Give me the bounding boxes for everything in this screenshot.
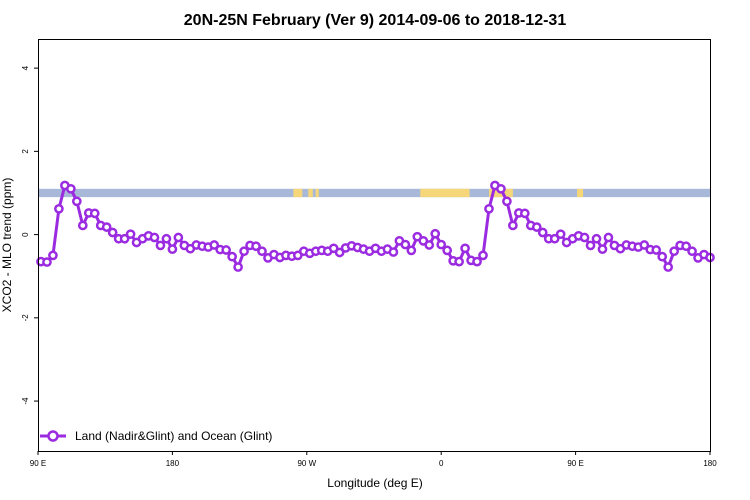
data-point <box>125 229 136 240</box>
chart-title: 20N-25N February (Ver 9) 2014-09-06 to 2… <box>184 12 567 29</box>
data-point <box>161 233 172 244</box>
data-point <box>77 220 88 231</box>
data-point <box>519 208 530 219</box>
data-point <box>167 244 178 255</box>
data-point <box>460 243 470 254</box>
data-point <box>424 240 435 250</box>
y-axis: -4 -2 0 2 4 <box>21 65 38 405</box>
data-point <box>101 222 112 232</box>
plot-area <box>36 180 715 272</box>
data-point <box>119 233 130 244</box>
land-segment <box>420 188 470 198</box>
y-axis-label: XCO2 - MLO trend (ppm) <box>0 178 14 313</box>
x-tick-label: 0 <box>439 459 444 468</box>
legend-label: Land (Nadir&Glint) and Ocean (Glint) <box>75 429 272 443</box>
data-point <box>173 232 184 243</box>
data-point <box>496 183 506 194</box>
data-point <box>555 229 566 240</box>
data-point <box>549 233 560 244</box>
x-tick-label: 180 <box>166 459 180 468</box>
data-point <box>71 196 82 207</box>
data-point <box>334 247 345 258</box>
data-point <box>639 240 650 250</box>
data-point <box>436 239 447 250</box>
data-point <box>209 240 220 250</box>
x-tick-label: 90 W <box>297 459 316 468</box>
data-point <box>454 256 464 267</box>
legend: Land (Nadir&Glint) and Ocean (Glint) <box>40 429 272 443</box>
data-point <box>537 227 548 238</box>
y-tick-label: 4 <box>21 65 30 70</box>
data-point <box>502 196 512 207</box>
y-tick-label: -2 <box>21 314 30 322</box>
data-point <box>406 245 417 256</box>
data-point <box>663 262 674 272</box>
y-tick-label: 0 <box>21 232 30 237</box>
data-point <box>508 220 518 231</box>
data-point <box>239 246 249 257</box>
data-point <box>591 233 602 244</box>
data-point <box>681 241 691 252</box>
y-tick-label: 2 <box>21 149 30 154</box>
data-point <box>430 228 441 239</box>
y-tick-label: -4 <box>21 397 30 405</box>
data-point <box>54 203 64 214</box>
data-point <box>149 232 160 243</box>
legend-marker <box>47 430 59 442</box>
data-point <box>657 251 668 262</box>
ocean-band <box>38 188 710 198</box>
x-tick-label: 90 E <box>567 459 583 468</box>
data-point <box>400 239 411 250</box>
land-segment <box>315 188 319 198</box>
data-point <box>221 245 232 255</box>
data-point <box>687 246 697 257</box>
plot-frame <box>38 39 711 452</box>
land-segment <box>293 188 303 198</box>
data-point <box>585 240 596 251</box>
data-point <box>579 232 590 243</box>
data-point <box>89 208 100 219</box>
data-point <box>227 251 237 262</box>
data-point <box>531 222 542 232</box>
data-point <box>66 183 76 194</box>
land-segment <box>577 188 584 198</box>
data-point <box>42 257 52 267</box>
series-line <box>40 183 711 269</box>
data-point <box>484 203 494 214</box>
data-point <box>155 240 166 251</box>
data-point <box>442 245 453 256</box>
data-point <box>651 245 662 255</box>
data-point <box>48 250 58 261</box>
data-point <box>472 256 482 267</box>
x-axis: 90 E 180 90 W 0 90 E 180 <box>30 451 717 468</box>
data-point <box>603 232 614 243</box>
data-point <box>233 262 243 272</box>
x-tick-label: 180 <box>703 459 717 468</box>
data-point <box>669 246 680 257</box>
x-tick-label: 90 E <box>30 459 46 468</box>
data-point <box>107 227 118 238</box>
data-point <box>251 241 261 252</box>
data-point <box>597 244 608 255</box>
data-point <box>388 247 399 257</box>
data-point <box>257 246 267 257</box>
land-segment <box>308 188 313 198</box>
data-point <box>478 250 488 261</box>
x-axis-label: Longitude (deg E) <box>327 476 422 490</box>
